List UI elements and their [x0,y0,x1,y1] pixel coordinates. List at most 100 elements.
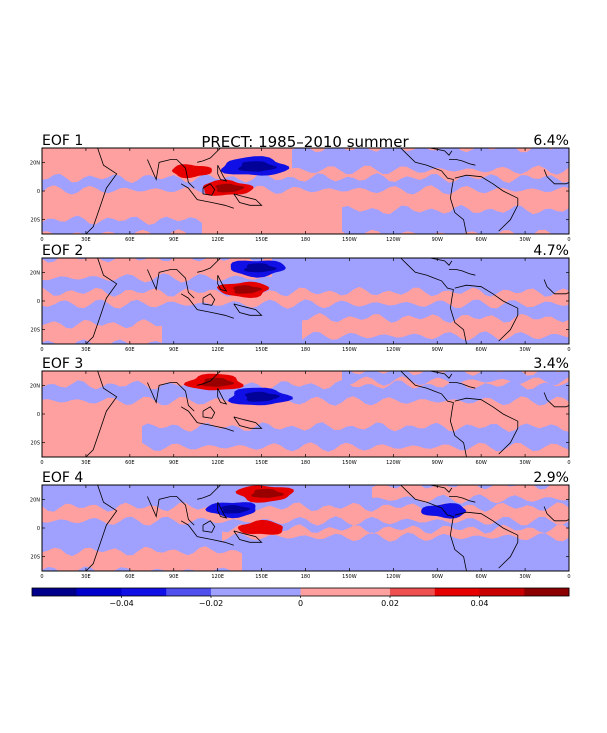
colorbar-segment [390,588,436,596]
panel-variance: 3.4% [533,356,569,372]
coastline [217,502,228,519]
y-tick-label: 20S [30,441,40,447]
x-tick-label: 30W [519,574,530,580]
coastline [180,406,234,432]
x-tick-label: 60E [125,460,135,466]
colorbar-segment [524,588,570,596]
anomaly-core [244,391,280,402]
anomaly-band [42,173,569,195]
coastline [454,397,519,455]
x-tick-label: 120E [211,347,224,353]
x-tick-label: 150E [255,347,268,353]
colorbar-tick-label: −0.02 [199,599,224,608]
colorbar-tick-label: 0 [298,599,303,608]
coastline [449,159,476,166]
coastline [233,416,263,429]
anomaly-core [201,377,234,387]
x-tick-label: 150W [342,347,357,353]
anomaly-core [232,285,262,294]
colorbar: −0.04 −0.02 0 0.02 0.04 [31,587,570,608]
coastline [180,520,234,546]
x-tick-label: 120W [386,574,401,580]
y-tick-label: 20N [30,383,40,389]
coastline [147,159,195,189]
x-tick-label: 120E [211,574,224,580]
panel-label: EOF 3 [42,356,83,372]
x-tick-label: 90W [432,237,443,243]
x-tick-label: 150W [342,460,357,466]
x-tick-label: 0 [567,347,570,353]
colorbar-segment [434,588,480,596]
y-tick-label: 0 [37,299,40,305]
coastline [429,258,453,266]
coastline [202,406,216,419]
anomaly-band [42,215,202,234]
x-tick-label: 90W [432,347,443,353]
coastline [85,371,118,457]
coastline [449,269,476,276]
x-tick-label: 150W [342,237,357,243]
x-tick-label: 30E [81,237,91,243]
chart-title: PRECT: 1985–2010 summer [201,133,409,151]
colorbar-segment [345,588,391,596]
x-tick-label: 0 [40,237,43,243]
anomaly-band [292,148,569,175]
coastline [454,284,519,342]
y-tick-label: 20S [30,328,40,334]
coastline [85,258,118,344]
coastline [85,485,118,571]
y-tick-label: 20S [30,555,40,561]
coastline [400,148,467,234]
coastline [454,174,519,232]
y-tick-label: 0 [37,526,40,532]
x-tick-label: 150E [255,460,268,466]
y-tick-label: 0 [37,189,40,195]
anomaly-center [237,519,283,535]
coastline [147,269,195,299]
x-tick-label: 60E [125,574,135,580]
eof-panel: 0 30E 60E 90E 120E 150E 180 150W 120W 90W 60W 30W 0 2… [30,133,571,243]
coastline [543,392,569,408]
colorbar-tick-label: 0.04 [471,599,489,608]
x-tick-label: 90W [432,460,443,466]
coastline [232,362,247,369]
anomaly-core [251,488,284,498]
panel-label: EOF 4 [42,470,83,486]
anomaly-band [302,313,569,341]
x-tick-label: 30E [81,460,91,466]
colorbar-tick-label: 0.02 [381,599,399,608]
colorbar-segment [121,588,167,596]
coastline [180,183,234,209]
x-tick-label: 180 [301,237,311,243]
panel-variance: 4.7% [533,243,569,259]
x-tick-label: 150E [255,574,268,580]
x-tick-label: 60W [476,460,487,466]
x-tick-label: 60E [125,347,135,353]
y-tick-label: 20S [30,218,40,224]
coastline [85,148,118,234]
coastline [217,165,228,182]
colorbar-segment [32,588,78,596]
coastline [429,485,453,493]
y-tick-label: 20N [30,270,40,276]
x-tick-label: 90E [169,347,179,353]
coastline [147,496,195,526]
panel-label: EOF 2 [42,243,83,259]
eof-panel: 0 30E 60E 90E 120E 150E 180 150W 120W 90W 60W 30W 0 2… [30,243,571,353]
colorbar-segment [300,588,346,596]
coastline [233,193,263,206]
anomaly-band [42,286,569,309]
coastline [202,293,216,306]
anomaly-band [372,485,569,504]
colorbar-segment [211,588,257,596]
anomaly-band [42,319,162,344]
coastline [197,148,221,163]
x-tick-label: 30W [519,237,530,243]
x-tick-label: 30W [519,460,530,466]
x-tick-label: 120W [386,460,401,466]
anomaly-core [221,505,251,514]
coastline [232,476,247,483]
anomaly-center [171,164,212,179]
x-tick-label: 0 [567,237,570,243]
coastline [202,520,216,533]
